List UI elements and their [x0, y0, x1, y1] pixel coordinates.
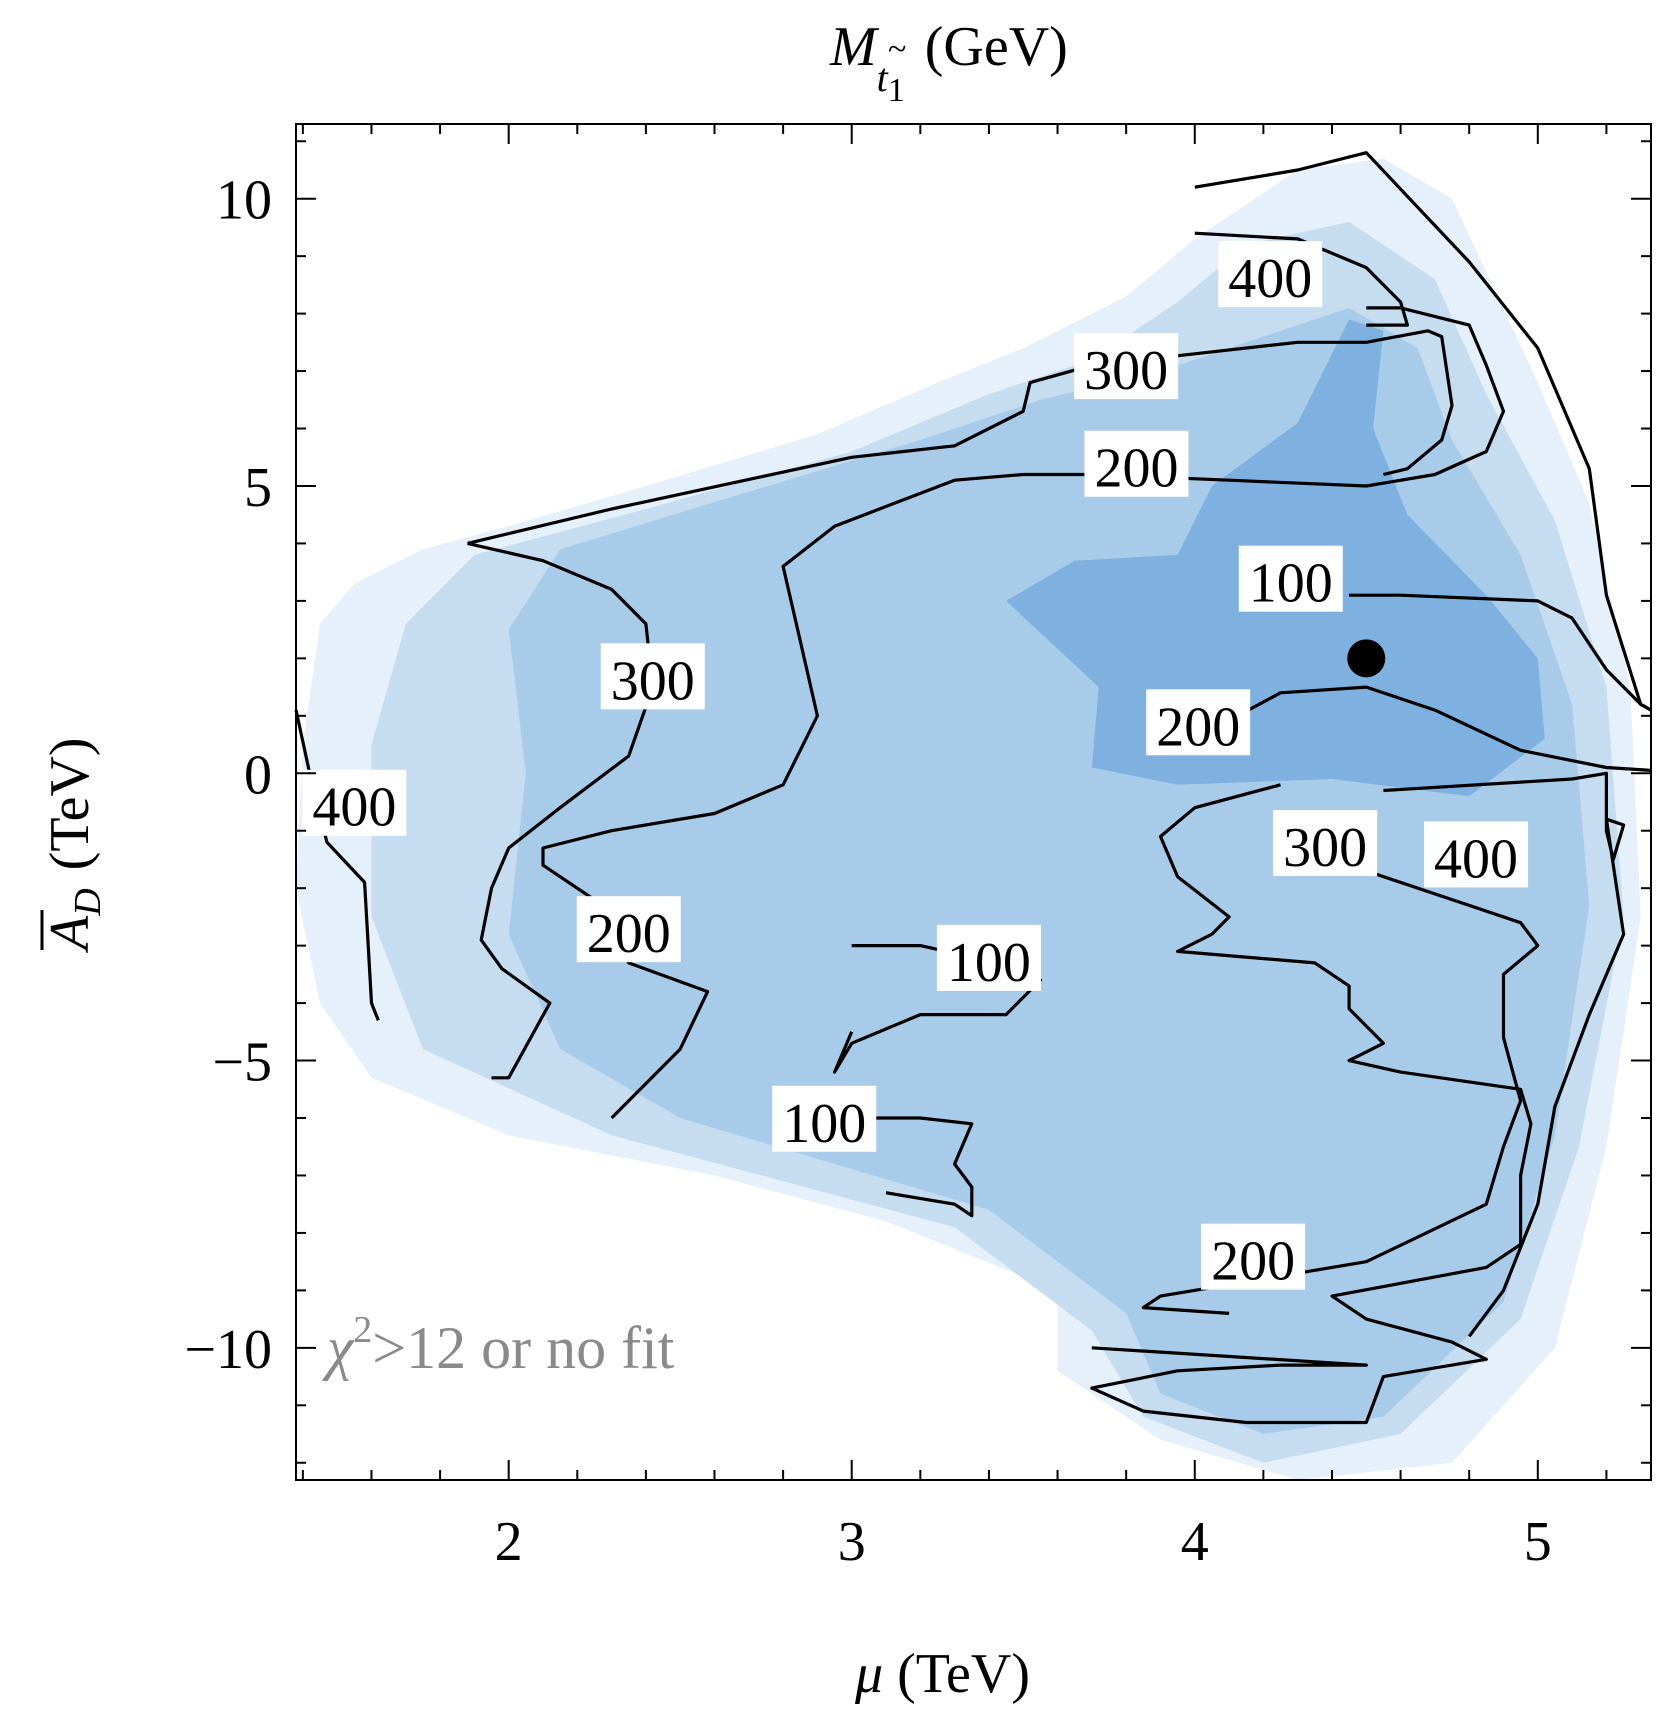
y-tick-label: −5 — [212, 1032, 272, 1094]
contour-label: 200 — [576, 896, 681, 965]
contour-label-text: 300 — [611, 650, 695, 712]
y-tick-label: 10 — [216, 170, 272, 232]
svg-text:AD(TeV): AD(TeV) — [39, 737, 109, 954]
contour-label: 100 — [1238, 545, 1343, 615]
contour-label-text: 400 — [1434, 828, 1518, 890]
contour-label-text: 200 — [587, 903, 671, 965]
plot-frame — [295, 123, 1652, 1481]
contour-line-300 — [1141, 869, 1540, 1315]
contour-label: 300 — [600, 643, 705, 712]
contour-label: 200 — [1146, 689, 1251, 758]
filled-regions — [296, 158, 1641, 1480]
contour-label: 400 — [1218, 241, 1323, 310]
contour-label: 300 — [1273, 809, 1378, 879]
contour-line-100 — [851, 1116, 974, 1218]
y-tick-label: 0 — [244, 744, 272, 806]
contour-label-text: 200 — [1094, 438, 1178, 500]
x-tick-label: 5 — [1524, 1511, 1552, 1573]
x-tick-label: 3 — [838, 1511, 866, 1573]
y-tick-label: −10 — [184, 1319, 272, 1381]
axis-ticks — [296, 124, 1651, 1480]
x-tick-label: 4 — [1181, 1511, 1209, 1573]
contour-line-400 — [1194, 151, 1652, 712]
contour-line-200 — [541, 306, 1506, 1120]
contour-label: 100 — [936, 924, 1041, 994]
contour-label: 400 — [302, 769, 407, 839]
x-tick-label: 2 — [495, 1511, 523, 1573]
contour-label-text: 400 — [1228, 248, 1312, 310]
contour-line-100 — [1349, 593, 1652, 712]
contour-label-text: 400 — [312, 777, 396, 839]
contour-line-400 — [1194, 231, 1409, 327]
best-fit-marker — [1347, 639, 1386, 678]
contour-label-text: 200 — [1211, 1231, 1295, 1293]
contour-label-text: 100 — [1249, 553, 1333, 615]
y-axis-title: AD(TeV) — [39, 737, 109, 954]
contour-line-200 — [1194, 685, 1652, 772]
title-tilde: ~ — [888, 31, 906, 68]
y-tick-label: 5 — [244, 457, 272, 519]
contour-label: 400 — [1424, 821, 1529, 890]
contour-label: 100 — [772, 1085, 877, 1155]
contour-line-300 — [1090, 783, 1533, 1425]
chart-title: Mt1(GeV) — [829, 16, 1068, 109]
contour-label-text: 200 — [1156, 696, 1240, 758]
contour-label-text: 300 — [1084, 340, 1168, 402]
contour-label-text: 100 — [782, 1093, 866, 1155]
contour-label: 200 — [1201, 1223, 1306, 1293]
contour-line-400 — [1383, 771, 1626, 1338]
contour-label-text: 100 — [947, 932, 1031, 994]
contour-labels: 400 300 200 300 200 400 100 200 300 400 100 100 200 — [302, 241, 1529, 1293]
contour-line-300 — [467, 541, 655, 1080]
chi2-annotation: χ2>12 or no fit — [322, 1309, 675, 1381]
contour-label: 300 — [1074, 333, 1179, 402]
contour-line-400 — [294, 709, 380, 1021]
tick-labels: 2 3 4 5 10 5 0 −5 −10 — [184, 170, 1551, 1573]
contour-label: 200 — [1084, 430, 1189, 500]
contour-label-text: 300 — [1283, 817, 1367, 879]
x-axis-title: μ (TeV) — [854, 1643, 1030, 1705]
contour-line-300 — [467, 329, 1454, 545]
